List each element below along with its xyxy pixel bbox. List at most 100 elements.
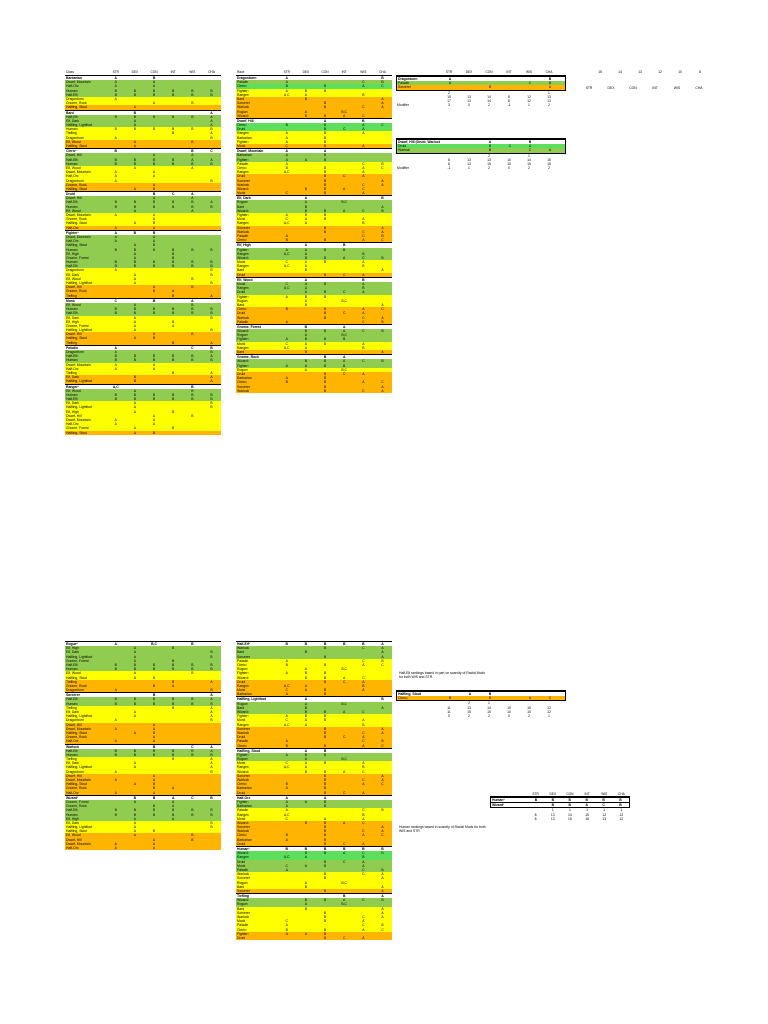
class-table-name: Half-Orc <box>66 174 79 179</box>
class-table-name: Halfling, Stout <box>66 829 88 834</box>
class-table-rank: A <box>114 769 117 774</box>
race-table-rank: B <box>362 847 365 851</box>
class-table-name: Dwarf, Mountain <box>66 170 91 175</box>
class-table-rank: B <box>191 200 194 205</box>
race-table-row: Elf, High A B <box>236 242 392 248</box>
class-table-rank: A <box>114 350 117 354</box>
class-table-rank: B <box>210 701 213 706</box>
class-table-rank <box>183 739 202 743</box>
class-table-rank: B <box>133 379 137 384</box>
class-table-rank: B <box>114 697 117 702</box>
class-table-rank: A <box>152 285 156 290</box>
class-table-name: Human¹ <box>66 667 79 672</box>
class-table-rank: A <box>152 413 156 418</box>
class-table-row: Gnome, Forest A B <box>65 255 221 261</box>
race-table-row: Sorcerer B A <box>236 910 392 915</box>
class-table-name: Human¹ <box>66 88 79 93</box>
class-table-name: Dragonborn <box>66 178 84 183</box>
class-table-row: Elf, Wood A B <box>65 671 221 676</box>
class-table-rank: A <box>133 221 137 226</box>
class-table-rank: B <box>172 426 175 431</box>
class-table-rank: B <box>152 230 156 235</box>
class-table-name: Bard <box>66 110 74 115</box>
stout-panel-num: 10 <box>507 709 511 714</box>
class-table-name: Elf, Dark <box>66 118 79 123</box>
class-table-name: Halfling, Lightfoot <box>66 379 93 384</box>
race-table-rank: B <box>304 255 308 260</box>
class-table-name: Monk <box>66 298 75 303</box>
class-table-row: Bard B A <box>65 109 221 115</box>
race-table-rank: B <box>381 319 384 324</box>
race-table-rank: A <box>304 333 308 338</box>
race-table-rank <box>296 791 315 795</box>
class-table-row: Dragonborn A <box>65 96 221 102</box>
class-table-rank <box>125 846 144 850</box>
dragonborn-panel-num: 12 <box>527 94 531 99</box>
dragonborn-panel-name: Paladin <box>398 81 410 86</box>
class-table-rank: A <box>114 642 117 646</box>
race-table-rank: B <box>285 84 288 89</box>
dwarf-panel-name: Warlock <box>398 148 411 153</box>
class-table-name: Halfling, Lightfoot <box>66 654 93 659</box>
race-table-row: Barbarian A B <box>236 135 392 140</box>
race-table-rank <box>354 692 373 696</box>
race-table-rank: B <box>343 337 346 342</box>
race-table-row: Barbarian A B <box>236 837 392 842</box>
class-table-rank: B <box>133 88 137 93</box>
race-table-rank: A <box>343 820 346 825</box>
race-table-rank: A <box>362 743 365 748</box>
race-table-name: Warlock <box>237 730 250 735</box>
class-table-rank: B <box>152 786 156 791</box>
class-table-name: Elf, High <box>66 646 79 651</box>
race-table-rank: C <box>362 658 365 663</box>
class-table-rank: B <box>133 230 137 235</box>
class-table-rank: A <box>133 319 137 324</box>
race-table-rank: A <box>343 255 346 260</box>
class-table-name: Elf, High <box>66 816 79 821</box>
race-table-name: Druid <box>237 311 246 316</box>
race-table-rank: B <box>304 213 308 217</box>
class-table-rank: B <box>152 808 156 813</box>
class-table-name: Halfling, Lightfoot <box>66 405 93 410</box>
class-table-row: Dragonborn A B <box>65 688 221 693</box>
class-table-rank <box>202 187 221 191</box>
class-table-row: Dwarf, Mountain A A <box>65 841 221 846</box>
race-table-name: Ranger¹ <box>237 131 250 136</box>
class-table-rank: B <box>210 178 213 183</box>
class-table-row: Elf, Wood A B <box>65 388 221 393</box>
class-table-row: Druid B C A <box>65 191 221 197</box>
class-table-row: Dwarf, Hill A B <box>65 837 221 842</box>
race-table-name: Barbarian <box>237 804 252 809</box>
race-table-rank: A <box>285 799 288 804</box>
race-table-rank: B <box>323 101 327 106</box>
race-table-row: Cleric¹ B B A C <box>236 84 392 89</box>
race-table-name: Barbarian <box>237 692 252 697</box>
class-table-rank: B <box>210 307 213 312</box>
race-table-rank: A <box>304 200 308 205</box>
class-table-name: Halfling, Lightfoot <box>66 281 93 285</box>
class-table-rank: B <box>191 748 194 753</box>
class-table-rank: B <box>114 88 117 93</box>
class-table-rank: B <box>152 298 156 303</box>
race-table-rank: B <box>285 743 288 748</box>
dragonborn-panel-num: 8 <box>508 98 510 103</box>
race-table-rank: A <box>285 739 288 744</box>
class-table-name: Dragonborn <box>66 350 84 354</box>
race-table-rank: A <box>362 131 365 136</box>
class-table-rank: A <box>152 217 156 222</box>
dragonborn-panel-num-row: 17 13 14 8 12 13 <box>396 99 566 103</box>
dwarf-panel-num: 13 <box>467 157 471 162</box>
human-panel-rank: B <box>619 798 622 802</box>
race-table-rank: B <box>323 730 327 735</box>
human-panel-num: 13 <box>550 812 555 817</box>
class-table-rank: B <box>172 114 175 119</box>
race-table-rank: A <box>381 96 384 101</box>
race-table-rank: B <box>304 642 308 646</box>
class-table-rank: B <box>114 667 117 672</box>
race-table-rank: C <box>285 260 288 265</box>
race-table-rank: B,C <box>341 200 347 205</box>
dragonborn-panel-num: 13 <box>467 98 471 103</box>
class-table-rank: B <box>172 293 175 298</box>
stout-panel-rank: A <box>528 696 532 701</box>
class-table-rank: A <box>133 302 137 307</box>
